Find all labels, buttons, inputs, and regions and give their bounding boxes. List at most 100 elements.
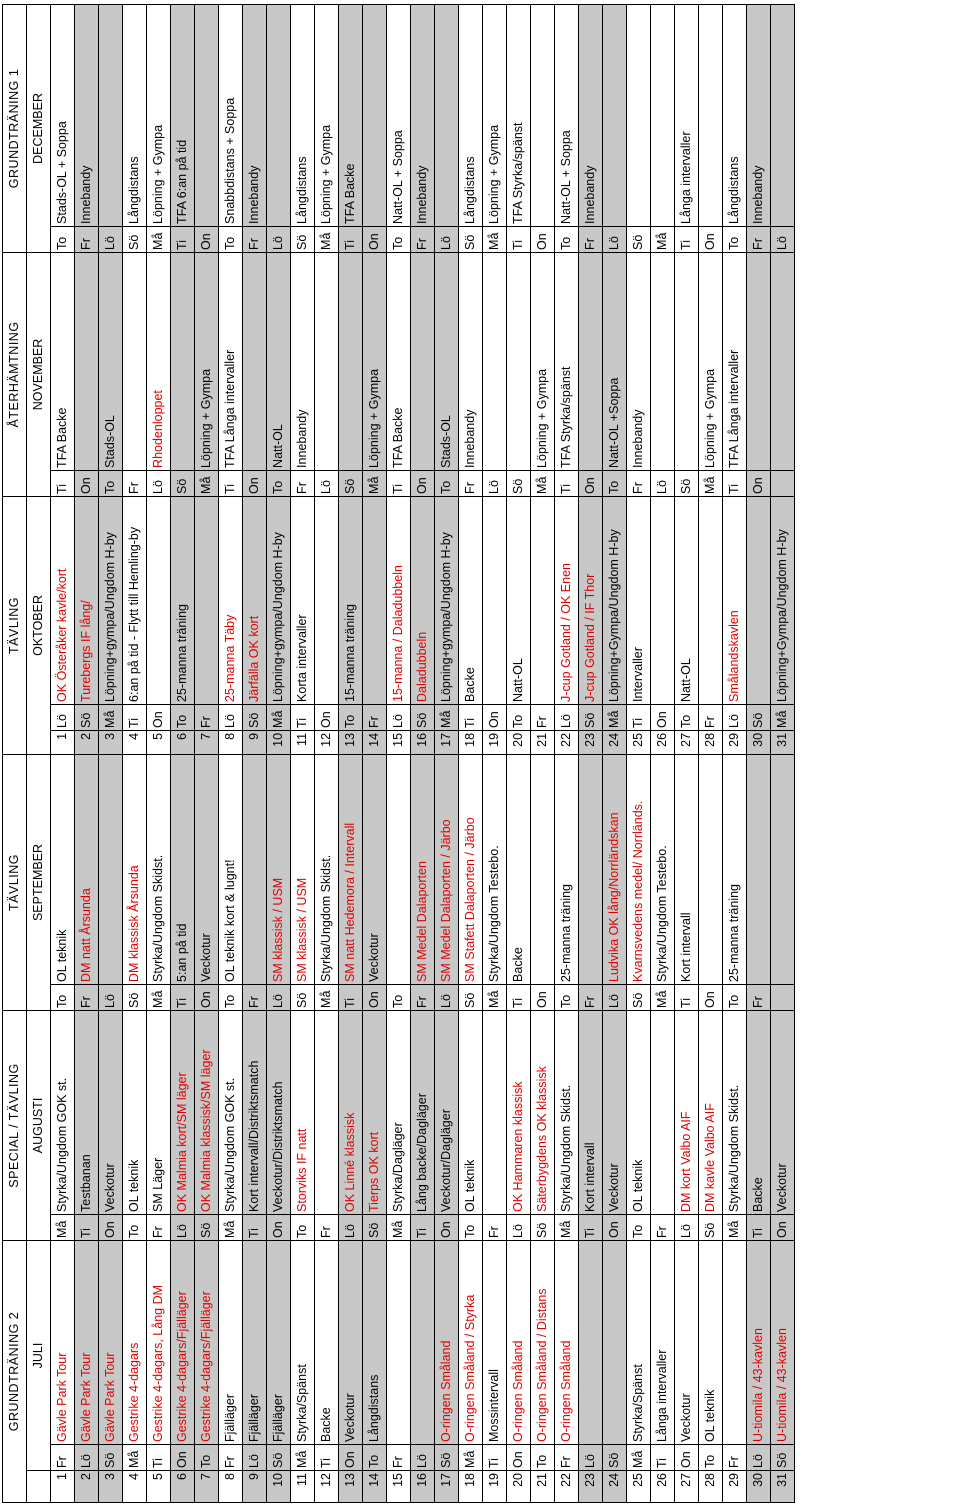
august-activity: Styrka/Ungdom Skidst. xyxy=(722,1010,747,1215)
october-weekday: To xyxy=(506,704,531,731)
july-activity: Gestrike 4-dagars/Fjälläger xyxy=(194,1240,219,1445)
july-weekday: On xyxy=(338,1444,363,1471)
october-day-number: 17 xyxy=(434,730,459,755)
november-weekday: Ti xyxy=(50,470,75,497)
october-activity xyxy=(194,496,219,705)
july-weekday: Lö xyxy=(74,1444,99,1471)
october-weekday: Må xyxy=(98,704,123,731)
day-number: 26 xyxy=(650,1470,675,1503)
september-weekday: Fr xyxy=(578,984,603,1011)
october-weekday: Sö xyxy=(242,704,267,731)
december-activity: Innebandy xyxy=(578,4,603,227)
july-weekday: On xyxy=(506,1444,531,1471)
july-weekday: Sö xyxy=(602,1444,627,1471)
august-weekday: Lö xyxy=(170,1214,195,1241)
july-weekday: Sö xyxy=(266,1444,291,1471)
december-weekday: To xyxy=(554,226,579,253)
october-activity: 25-manna Täby xyxy=(218,496,243,705)
november-activity: TFA Backe xyxy=(386,252,411,471)
november-activity xyxy=(482,252,507,471)
september-weekday: Sö xyxy=(458,984,483,1011)
november-weekday: Sö xyxy=(674,470,699,497)
november-activity xyxy=(74,252,99,471)
december-activity: Innebandy xyxy=(746,4,771,227)
september-weekday: Sö xyxy=(122,984,147,1011)
november-activity: Innebandy xyxy=(458,252,483,471)
october-weekday: On xyxy=(650,704,675,731)
august-weekday: Fr xyxy=(482,1214,507,1241)
july-activity: Veckotur xyxy=(338,1240,363,1445)
august-weekday: To xyxy=(458,1214,483,1241)
december-activity: Innebandy xyxy=(410,4,435,227)
october-activity: Löpning+Gympa/Ungdom H-by xyxy=(770,496,795,705)
september-weekday: Ti xyxy=(674,984,699,1011)
november-weekday: To xyxy=(434,470,459,497)
september-activity xyxy=(746,754,771,985)
july-weekday: Ti xyxy=(314,1444,339,1471)
august-activity xyxy=(650,1010,675,1215)
schedule-row: 26 Ti Långa intervaller Fr Må Styrka/Ungdom T… xyxy=(650,4,675,1503)
october-activity: Smålandskavlen xyxy=(722,496,747,705)
september-weekday: Lö xyxy=(98,984,123,1011)
september-activity xyxy=(530,754,555,985)
october-weekday: Fr xyxy=(698,704,723,731)
schedule-row: 13 On Veckotur Lö OK Linné klassisk Ti SM natt… xyxy=(338,4,363,1503)
november-activity: Löpning + Gympa xyxy=(362,252,387,471)
july-weekday: Må xyxy=(122,1444,147,1471)
december-activity: Långdistans xyxy=(122,4,147,227)
october-day-number: 8 xyxy=(218,730,243,755)
august-activity: Säterbygdens OK klassisk xyxy=(530,1010,555,1215)
october-activity xyxy=(650,496,675,705)
december-weekday: Fr xyxy=(410,226,435,253)
december-activity xyxy=(530,4,555,227)
august-activity: OL teknik xyxy=(458,1010,483,1215)
october-weekday: Ti xyxy=(626,704,651,731)
december-activity xyxy=(626,4,651,227)
day-number: 5 xyxy=(146,1470,171,1503)
october-weekday: Ti xyxy=(122,704,147,731)
august-weekday: On xyxy=(602,1214,627,1241)
october-weekday: Sö xyxy=(578,704,603,731)
october-activity xyxy=(746,496,771,705)
august-activity: SM Läger xyxy=(146,1010,171,1215)
october-day-number: 13 xyxy=(338,730,363,755)
september-weekday: Lö xyxy=(602,984,627,1011)
december-weekday: On xyxy=(698,226,723,253)
august-activity: Tierps OK kort xyxy=(362,1010,387,1215)
december-weekday: To xyxy=(386,226,411,253)
october-day-number: 15 xyxy=(386,730,411,755)
training-schedule-table: GRUNDTRÄNING 2 SPECIAL / TÄVLING TÄVLING TÄ… xyxy=(2,4,795,1503)
july-weekday: Sö xyxy=(98,1444,123,1471)
october-day-number: 5 xyxy=(146,730,171,755)
august-activity: Veckotur xyxy=(770,1010,795,1215)
july-weekday: Må xyxy=(290,1444,315,1471)
day-number: 16 xyxy=(410,1470,435,1503)
december-activity xyxy=(266,4,291,227)
day-number: 31 xyxy=(770,1470,795,1503)
day-number: 4 xyxy=(122,1470,147,1503)
october-day-number: 25 xyxy=(626,730,651,755)
december-activity xyxy=(602,4,627,227)
september-weekday: Fr xyxy=(410,984,435,1011)
september-weekday: Må xyxy=(314,984,339,1011)
december-activity: Långdistans xyxy=(458,4,483,227)
september-activity: DM klassisk Årsunda xyxy=(122,754,147,985)
phase-header: TÄVLING xyxy=(2,496,27,755)
day-number: 11 xyxy=(290,1470,315,1503)
schedule-row: 20 On O-ringen Småland Lö OK Hammaren klassi… xyxy=(506,4,531,1503)
august-activity: Styrka/Ungdom Skidst. xyxy=(554,1010,579,1215)
december-activity xyxy=(650,4,675,227)
september-activity: Veckotur xyxy=(362,754,387,985)
august-activity xyxy=(482,1010,507,1215)
day-number: 14 xyxy=(362,1470,387,1503)
july-weekday: To xyxy=(698,1444,723,1471)
month-header: SEPTEMBER xyxy=(26,754,51,1011)
october-weekday: Lö xyxy=(554,704,579,731)
november-weekday: Sö xyxy=(506,470,531,497)
november-activity xyxy=(170,252,195,471)
july-weekday: Fr xyxy=(386,1444,411,1471)
day-number: 12 xyxy=(314,1470,339,1503)
october-day-number: 6 xyxy=(170,730,195,755)
schedule-row: 14 To Långdistans Sö Tierps OK kort On Veckotu… xyxy=(362,4,387,1503)
november-weekday: Ti xyxy=(722,470,747,497)
